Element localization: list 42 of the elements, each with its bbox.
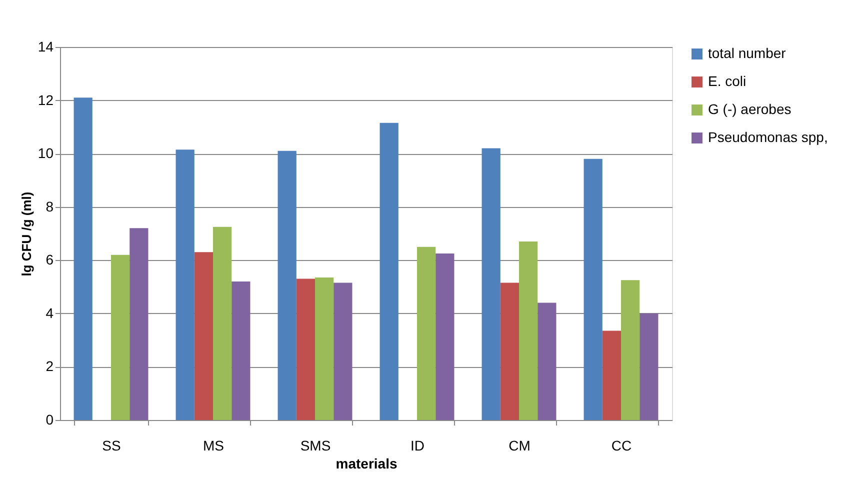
bar (380, 122, 398, 420)
y-tick-label: 8 (46, 198, 54, 214)
x-tick-label: SMS (300, 438, 331, 454)
bar (278, 150, 296, 420)
bar (584, 158, 602, 420)
x-tick-label: ID (410, 438, 424, 454)
bar (296, 278, 315, 420)
legend-label: G (-) aerobes (708, 101, 792, 117)
x-axis-title: materials (336, 456, 398, 472)
bar (621, 280, 640, 420)
bar (315, 277, 334, 420)
bar (213, 226, 232, 420)
x-tick-label: SS (102, 438, 121, 454)
x-tick-label: CM (508, 438, 530, 454)
bar (602, 330, 621, 420)
y-tick-label: 10 (38, 145, 54, 162)
bar (436, 253, 454, 420)
bar (417, 246, 436, 420)
bar (194, 252, 213, 420)
bar (130, 228, 148, 420)
y-tick-label: 2 (46, 358, 54, 374)
bar (640, 313, 658, 420)
bar (519, 241, 538, 420)
bar (232, 281, 250, 420)
y-tick-label: 4 (46, 304, 54, 321)
bar (74, 98, 92, 420)
y-axis-title: lg CFU /g (ml) (18, 192, 34, 276)
legend-label: total number (708, 45, 786, 61)
y-tick-label: 12 (38, 92, 54, 108)
bar (334, 282, 352, 420)
bar (176, 150, 194, 420)
bar (482, 148, 500, 420)
legend-label: E. coli (708, 73, 746, 89)
y-tick-label: 14 (38, 38, 54, 54)
legend-label: Pseudomonas spp, (708, 129, 828, 145)
y-tick-label: 0 (46, 412, 54, 428)
bar (538, 302, 556, 420)
bar (500, 282, 519, 420)
x-tick-label: MS (203, 438, 224, 454)
y-tick-label: 6 (46, 252, 54, 268)
bar (111, 254, 130, 420)
x-tick-label: CC (611, 438, 632, 454)
